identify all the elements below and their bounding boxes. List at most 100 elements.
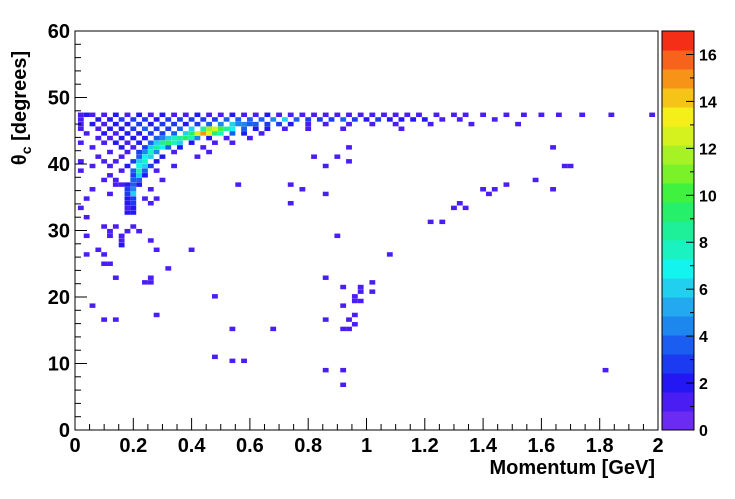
heatmap-cell: [124, 187, 131, 192]
heatmap-cell: [159, 145, 166, 150]
heatmap-cell: [136, 159, 143, 164]
heatmap-cell: [217, 126, 224, 131]
heatmap-cell: [147, 140, 154, 145]
heatmap-cell: [83, 131, 90, 136]
heatmap-cell: [101, 317, 108, 322]
colorbar-band: [662, 316, 694, 336]
heatmap-cell: [200, 145, 207, 150]
heatmap-cell: [241, 126, 247, 131]
heatmap-cell: [177, 135, 183, 141]
colorbar-band: [662, 31, 694, 51]
heatmap-cell: [456, 117, 463, 122]
heatmap-cell: [95, 154, 102, 159]
heatmap-cell: [188, 247, 195, 253]
heatmap-cell: [200, 126, 207, 131]
heatmap-cell: [159, 112, 166, 118]
heatmap-cell: [124, 131, 131, 136]
heatmap-cell: [112, 159, 119, 164]
heatmap-cell: [171, 135, 178, 141]
heatmap-cell: [212, 354, 218, 360]
heatmap-cell: [147, 187, 154, 192]
heatmap-cell: [550, 145, 556, 150]
heatmap-cell: [147, 131, 154, 136]
colorbar: 0 2 4 6 8 10 12 14 16: [661, 30, 717, 440]
heatmap-cell: [398, 117, 405, 122]
y-axis-title-symbol: θ: [9, 154, 31, 165]
heatmap-cell: [130, 173, 137, 178]
heatmap-cell: [264, 121, 271, 127]
colorbar-band: [662, 392, 694, 412]
heatmap-cell: [252, 121, 259, 127]
colorbar-tick-label: 10: [699, 188, 717, 205]
heatmap-cell: [235, 182, 242, 187]
heatmap-cell: [293, 117, 300, 122]
heatmap-cell: [159, 131, 166, 136]
heatmap-cell: [136, 182, 143, 187]
colorbar-band: [662, 373, 694, 393]
heatmap-cell: [112, 112, 119, 118]
heatmap-cell: [276, 112, 282, 118]
colorbar-tick-label: 6: [699, 282, 708, 299]
x-tick-label: 1.8: [586, 435, 614, 457]
colorbar-tick-label: 2: [699, 376, 708, 393]
heatmap-cell: [346, 112, 352, 118]
colorbar-band: [662, 411, 694, 431]
heatmap-cell: [480, 112, 487, 118]
heatmap-cell: [357, 289, 364, 294]
heatmap-cell: [579, 112, 586, 118]
heatmap-cell: [217, 131, 224, 136]
heatmap-cell: [77, 168, 84, 173]
heatmap-cell: [177, 145, 183, 150]
heatmap-cell: [229, 358, 236, 364]
heatmap-cell: [165, 140, 172, 145]
heatmap-cell: [101, 112, 108, 118]
heatmap-cell: [515, 121, 521, 127]
heatmap-cell: [165, 126, 172, 131]
heatmap-cell: [258, 131, 265, 136]
colorbar-band: [662, 297, 694, 317]
heatmap-cell: [153, 117, 160, 122]
heatmap-cell: [486, 191, 492, 197]
heatmap-cell: [369, 280, 376, 285]
heatmap-cell: [281, 126, 288, 131]
heatmap-cell: [153, 140, 160, 145]
heatmap-cell: [77, 112, 84, 118]
heatmap-cell: [83, 252, 90, 257]
heatmap-cell: [130, 205, 137, 211]
heatmap-cell: [171, 112, 178, 118]
heatmap-cell: [89, 187, 96, 192]
heatmap-cell: [351, 117, 358, 122]
heatmap-cell: [276, 121, 282, 127]
heatmap-cell: [147, 149, 154, 155]
heatmap-cell: [177, 117, 183, 122]
colorbar-tick-label: 0: [699, 423, 708, 440]
heatmap-cell: [381, 112, 387, 118]
heatmap-cell: [130, 196, 137, 201]
heatmap-cell: [480, 187, 487, 192]
heatmap-cell: [101, 177, 108, 183]
heatmap-cell: [462, 112, 469, 118]
colorbar-tick-label: 12: [699, 141, 717, 158]
heatmap-cell: [206, 121, 213, 127]
heatmap-cell: [124, 205, 131, 211]
heatmap-cell: [439, 219, 446, 225]
heatmap-cell: [410, 117, 417, 122]
heatmap-cell: [322, 112, 329, 118]
y-axis-title: θc [degrees]: [9, 51, 34, 165]
heatmap-cell: [142, 135, 148, 141]
plot-background: [75, 31, 658, 430]
heatmap-cell: [241, 121, 247, 127]
heatmap-cell: [206, 126, 213, 131]
heatmap-cell: [118, 135, 125, 141]
heatmap-cell: [130, 168, 137, 173]
heatmap-cell: [142, 196, 148, 201]
heatmap-cell: [194, 135, 201, 141]
heatmap-cell: [386, 252, 393, 257]
x-axis-title: Momentum [GeV]: [489, 457, 655, 479]
heatmap-cell: [538, 112, 545, 118]
heatmap-cell: [322, 191, 329, 197]
colorbar-band: [662, 50, 694, 70]
heatmap-cell: [77, 159, 84, 164]
heatmap-cell: [177, 140, 183, 145]
